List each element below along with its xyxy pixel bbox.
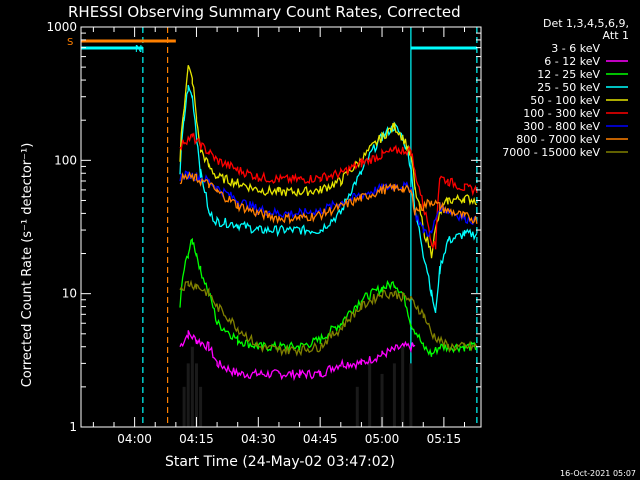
legend-entry-label-6: 300 - 800 keV	[523, 120, 600, 133]
y-tick-label-1: 10	[62, 287, 77, 301]
legend-entry-label-4: 50 - 100 keV	[530, 94, 600, 107]
x-tick-label-1: 04:15	[179, 432, 214, 446]
chart-title: RHESSI Observing Summary Count Rates, Co…	[68, 3, 461, 21]
series-line-8	[179, 279, 478, 357]
legend-entry-label-1: 6 - 12 keV	[544, 55, 600, 68]
series-line-2	[179, 237, 478, 357]
x-tick-label-2: 04:30	[241, 432, 276, 446]
series-group	[81, 27, 478, 427]
series-line-6	[179, 170, 478, 238]
series-line-1	[179, 330, 416, 382]
x-tick-label-3: 04:45	[303, 432, 338, 446]
timestamp: 16-Oct-2021 05:07	[560, 469, 636, 478]
y-axis-label: Corrected Count Rate (s⁻¹ detector⁻¹)	[20, 143, 35, 388]
series-line-5	[179, 132, 478, 250]
legend-entry-label-5: 100 - 300 keV	[523, 107, 600, 120]
series-line-3	[179, 84, 478, 314]
x-tick-label-0: 04:00	[117, 432, 152, 446]
plot-frame	[80, 26, 482, 428]
x-axis-label: Start Time (24-May-02 03:47:02)	[165, 454, 395, 470]
series-line-7	[179, 171, 478, 225]
y-tick-label-2: 100	[54, 153, 77, 167]
flag-label-1: N	[135, 44, 142, 55]
legend-entry-label-8: 7000 - 15000 keV	[502, 146, 600, 159]
legend-entry-label-7: 800 - 7000 keV	[516, 133, 600, 146]
plot-area: SN	[67, 27, 478, 427]
x-tick-label-4: 05:00	[365, 432, 400, 446]
legend-entry-label-3: 25 - 50 keV	[537, 81, 600, 94]
flag-label-0: S	[67, 37, 73, 48]
x-tick-label-5: 05:15	[427, 432, 462, 446]
axes: 1 10 100 1000 04:00 04:15 04:30 04:45 05:00 05:15	[46, 20, 482, 446]
y-tick-label-0: 1	[69, 420, 77, 434]
legend-entry-label-0: 3 - 6 keV	[551, 42, 600, 55]
legend-entry-label-2: 12 - 25 keV	[537, 68, 600, 81]
y-tick-label-3: 1000	[46, 20, 77, 34]
series-line-4	[179, 64, 478, 259]
legend-detector-line-0: Det 1,3,4,5,6,9,	[543, 17, 629, 30]
legend-detector-line-1: Att 1	[603, 29, 629, 42]
